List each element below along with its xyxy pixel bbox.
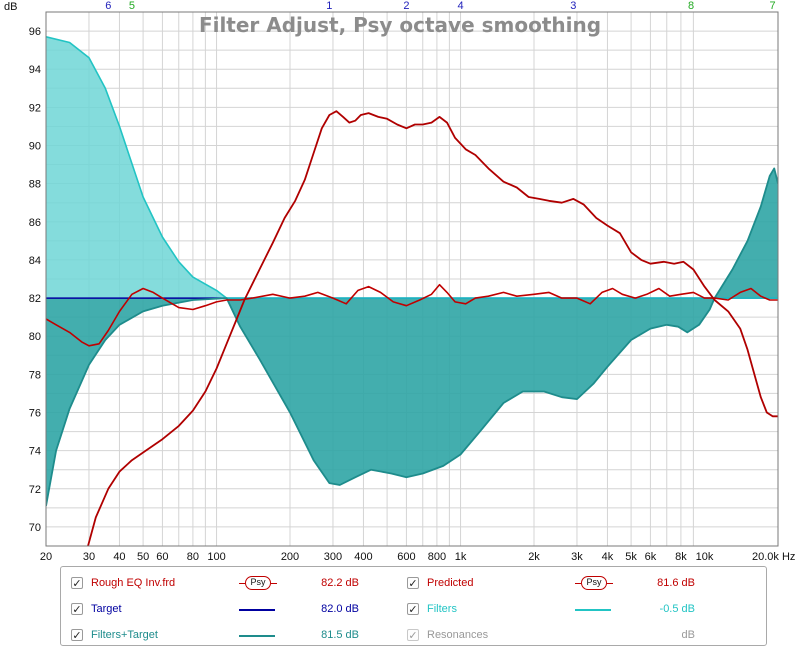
legend-value: -0.5 dB bbox=[659, 603, 695, 615]
x-tick-label: 3k bbox=[571, 551, 583, 563]
y-tick-label: 78 bbox=[29, 369, 41, 381]
x-tick-label: 30 bbox=[83, 551, 95, 563]
x-tick-label: 10k bbox=[696, 551, 714, 563]
legend-swatch bbox=[239, 635, 275, 637]
legend-swatch bbox=[271, 583, 277, 584]
series-line-rough-eq-inv-frd bbox=[87, 110, 778, 546]
x-tick-label: 5k bbox=[625, 551, 637, 563]
legend-swatch bbox=[575, 583, 581, 584]
legend-swatch bbox=[575, 609, 611, 611]
x-tick-label: 60 bbox=[156, 551, 168, 563]
legend-label: Predicted bbox=[427, 577, 474, 589]
legend-value: dB bbox=[681, 629, 695, 641]
y-tick-label: 88 bbox=[29, 179, 41, 191]
filter-marker-1[interactable]: 1 bbox=[326, 0, 332, 12]
x-tick-label: 40 bbox=[113, 551, 125, 563]
legend-label: Resonances bbox=[427, 629, 489, 641]
filter-marker-5[interactable]: 5 bbox=[129, 0, 135, 12]
x-tick-label: 400 bbox=[354, 551, 372, 563]
legend-value: 81.6 dB bbox=[657, 577, 695, 589]
filters-target-area bbox=[46, 168, 778, 506]
y-tick-label: 76 bbox=[29, 408, 41, 420]
legend-value: 81.5 dB bbox=[321, 629, 359, 641]
legend-checkbox[interactable]: ✓ bbox=[71, 577, 83, 590]
y-tick-label: 96 bbox=[29, 26, 41, 38]
filter-marker-3[interactable]: 3 bbox=[570, 0, 576, 12]
x-tick-label: 20.0k Hz bbox=[752, 551, 795, 563]
legend-label: Rough EQ Inv.frd bbox=[91, 577, 176, 589]
series-line-filters bbox=[46, 36, 778, 299]
series-lines bbox=[46, 36, 778, 546]
y-tick-label: 84 bbox=[29, 255, 41, 267]
legend-checkbox[interactable]: ✓ bbox=[71, 603, 83, 616]
legend-checkbox[interactable]: ✓ bbox=[407, 603, 419, 616]
x-tick-label: 800 bbox=[428, 551, 446, 563]
series-line-predicted bbox=[46, 283, 778, 347]
y-tick-label: 90 bbox=[29, 141, 41, 153]
x-tick-label: 1k bbox=[455, 551, 467, 563]
x-tick-label: 4k bbox=[602, 551, 614, 563]
filter-marker-2[interactable]: 2 bbox=[403, 0, 409, 12]
legend-row: ✓ Predicted Psy 81.6 dB bbox=[61, 573, 766, 595]
legend-row: ✓ Filters -0.5 dB bbox=[61, 599, 766, 621]
y-axis-label: dB bbox=[4, 1, 17, 13]
y-tick-label: 80 bbox=[29, 331, 41, 343]
plot-frame bbox=[45, 11, 779, 547]
y-tick-label: 82 bbox=[29, 293, 41, 305]
y-tick-label: 86 bbox=[29, 217, 41, 229]
filter-marker-8[interactable]: 8 bbox=[688, 0, 694, 12]
x-tick-label: 300 bbox=[324, 551, 342, 563]
x-tick-label: 2k bbox=[528, 551, 540, 563]
legend-swatch bbox=[239, 583, 245, 584]
filters-area bbox=[46, 36, 778, 299]
legend-checkbox[interactable]: ✓ bbox=[407, 629, 419, 642]
y-axis-ticks: 70 72 74 76 78 80 82 84 86 88 90 92 94 96 bbox=[29, 26, 41, 534]
legend-label: Target bbox=[91, 603, 122, 615]
x-tick-label: 50 bbox=[137, 551, 149, 563]
filter-marker-6[interactable]: 6 bbox=[105, 0, 111, 12]
x-tick-label: 6k bbox=[645, 551, 657, 563]
x-tick-label: 600 bbox=[397, 551, 415, 563]
x-tick-label: 200 bbox=[281, 551, 299, 563]
legend-checkbox[interactable]: ✓ bbox=[407, 577, 419, 590]
x-tick-label: 100 bbox=[207, 551, 225, 563]
legend-swatch bbox=[239, 609, 275, 611]
legend-value: 82.2 dB bbox=[321, 577, 359, 589]
legend-row: ✓ Resonances dB bbox=[61, 625, 766, 647]
y-tick-label: 70 bbox=[29, 522, 41, 534]
x-tick-label: 80 bbox=[187, 551, 199, 563]
filter-marker-4[interactable]: 4 bbox=[457, 0, 463, 12]
legend-row: ✓ Target 82.0 dB bbox=[61, 599, 766, 621]
x-tick-label: 8k bbox=[675, 551, 687, 563]
legend-value: 82.0 dB bbox=[321, 603, 359, 615]
legend-label: Filters bbox=[427, 603, 457, 615]
legend-row: ✓ Rough EQ Inv.frd Psy 82.2 dB bbox=[61, 573, 766, 595]
legend-row: ✓ Filters+Target 81.5 dB bbox=[61, 625, 766, 647]
filter-markers[interactable]: 6 5 1 2 4 3 8 7 bbox=[105, 0, 775, 12]
y-tick-label: 74 bbox=[29, 446, 41, 458]
y-tick-label: 94 bbox=[29, 64, 41, 76]
legend-checkbox[interactable]: ✓ bbox=[71, 629, 83, 642]
x-tick-label: 20 bbox=[40, 551, 52, 563]
series-fills bbox=[46, 36, 778, 506]
legend-label: Filters+Target bbox=[91, 629, 158, 641]
psy-smoothing-badge[interactable]: Psy bbox=[581, 576, 607, 590]
chart-title: Filter Adjust, Psy octave smoothing bbox=[199, 13, 601, 37]
filter-marker-7[interactable]: 7 bbox=[770, 0, 776, 12]
legend-swatch bbox=[607, 583, 613, 584]
y-tick-label: 92 bbox=[29, 102, 41, 114]
legend-panel: ✓ Rough EQ Inv.frd Psy 82.2 dB ✓ Predicted Psy… bbox=[60, 566, 767, 646]
x-axis-ticks: 20 30 40 50 60 80 100 200 300 400 600 800 1k 2k 3k 4k 5k… bbox=[40, 551, 796, 563]
y-tick-label: 72 bbox=[29, 484, 41, 496]
psy-smoothing-badge[interactable]: Psy bbox=[245, 576, 271, 590]
